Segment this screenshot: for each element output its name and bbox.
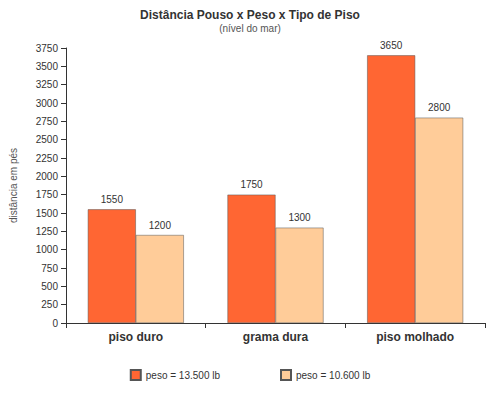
- svg-text:(nível do mar): (nível do mar): [219, 23, 281, 34]
- svg-text:0: 0: [52, 318, 58, 329]
- svg-text:3650: 3650: [380, 40, 403, 51]
- svg-text:2800: 2800: [428, 102, 451, 113]
- svg-text:1250: 1250: [36, 226, 59, 237]
- svg-text:1750: 1750: [240, 179, 263, 190]
- svg-text:peso = 13.500 lb: peso = 13.500 lb: [146, 370, 221, 381]
- svg-text:750: 750: [41, 263, 58, 274]
- svg-text:2750: 2750: [36, 116, 59, 127]
- svg-text:2500: 2500: [36, 134, 59, 145]
- svg-text:grama dura: grama dura: [243, 330, 309, 344]
- svg-text:distância em pés: distância em pés: [8, 148, 19, 223]
- svg-text:3000: 3000: [36, 98, 59, 109]
- svg-text:Distância Pouso x Peso x Tipo: Distância Pouso x Peso x Tipo de Piso: [140, 8, 360, 22]
- svg-text:250: 250: [41, 299, 58, 310]
- svg-text:2250: 2250: [36, 153, 59, 164]
- svg-text:1750: 1750: [36, 189, 59, 200]
- svg-text:1300: 1300: [288, 212, 311, 223]
- svg-text:peso = 10.600 lb: peso = 10.600 lb: [296, 370, 371, 381]
- svg-text:piso molhado: piso molhado: [376, 330, 454, 344]
- svg-text:2000: 2000: [36, 171, 59, 182]
- svg-text:3500: 3500: [36, 61, 59, 72]
- svg-text:1200: 1200: [149, 220, 172, 231]
- svg-text:3250: 3250: [36, 79, 59, 90]
- svg-text:500: 500: [41, 281, 58, 292]
- svg-text:1000: 1000: [36, 244, 59, 255]
- svg-text:piso duro: piso duro: [108, 330, 163, 344]
- svg-text:1500: 1500: [36, 208, 59, 219]
- svg-text:3750: 3750: [36, 43, 59, 54]
- svg-text:1550: 1550: [101, 194, 124, 205]
